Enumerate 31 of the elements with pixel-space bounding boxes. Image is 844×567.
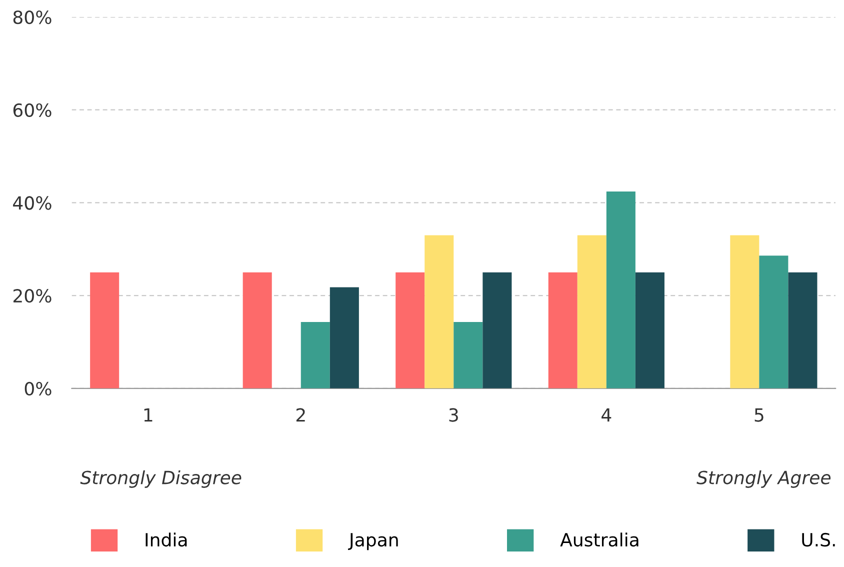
bar xyxy=(548,272,578,388)
x-tick-label: 2 xyxy=(296,408,305,422)
legend-label: U.S. xyxy=(802,532,835,547)
bar xyxy=(300,322,330,388)
bar xyxy=(606,192,636,388)
text: Strongly Agree xyxy=(696,470,831,488)
bar xyxy=(577,235,606,388)
bar xyxy=(730,235,760,388)
bar xyxy=(242,272,272,388)
bar xyxy=(482,272,512,388)
legend-label: Australia xyxy=(560,532,638,547)
bar xyxy=(759,256,788,388)
y-tick-label: 20% xyxy=(13,289,52,303)
bar xyxy=(396,272,425,388)
legend-label: India xyxy=(146,532,187,547)
bar xyxy=(424,235,454,388)
legend-label: Japan xyxy=(348,533,398,550)
bar xyxy=(90,272,120,388)
y-tick-label: 40% xyxy=(13,196,52,210)
y-tick-label: 60% xyxy=(13,103,52,117)
bar xyxy=(454,322,483,388)
x-tick-label: 3 xyxy=(449,408,458,422)
bar xyxy=(788,272,818,388)
text: Strongly Disagree xyxy=(80,470,242,488)
x-tick-label: 5 xyxy=(754,408,764,422)
x-tick-label: 4 xyxy=(602,408,612,422)
bar xyxy=(330,287,359,388)
y-tick-label: 0% xyxy=(24,382,52,396)
bar xyxy=(635,272,664,388)
x-tick-label: 1 xyxy=(144,408,152,422)
y-tick-label: 80% xyxy=(13,10,52,24)
